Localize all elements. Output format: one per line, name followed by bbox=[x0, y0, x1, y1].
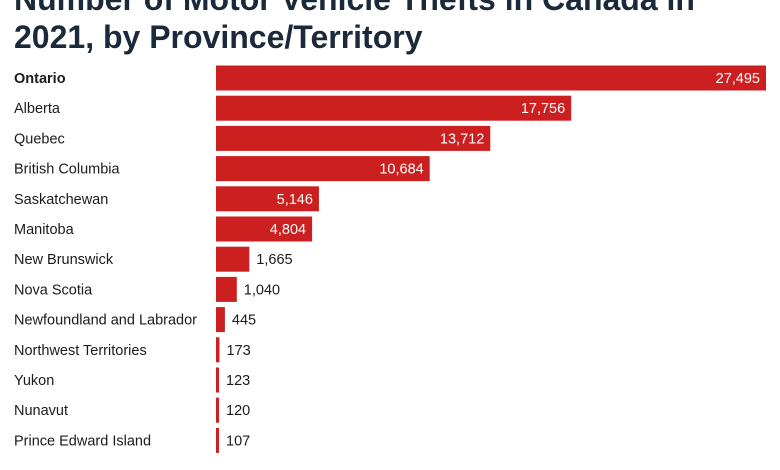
bar-nova-scotia bbox=[216, 276, 237, 302]
bar-prince-edward-island bbox=[216, 427, 219, 453]
category-label-manitoba: Manitoba bbox=[14, 222, 75, 238]
bar-british-columbia bbox=[216, 156, 430, 182]
value-label-northwest-territories: 173 bbox=[226, 343, 250, 359]
category-label-quebec: Quebec bbox=[14, 131, 65, 147]
bar-quebec bbox=[216, 125, 491, 151]
bar-yukon bbox=[216, 367, 219, 393]
category-label-yukon: Yukon bbox=[14, 373, 54, 389]
value-label-saskatchewan: 5,146 bbox=[277, 192, 313, 208]
value-label-nunavut: 120 bbox=[226, 403, 250, 419]
bar-nunavut bbox=[216, 397, 219, 423]
bar-ontario bbox=[216, 65, 766, 91]
chart-title: Number of Motor Vehicle Thefts in Canada… bbox=[14, 0, 695, 55]
bar-northwest-territories bbox=[216, 337, 220, 363]
value-label-manitoba: 4,804 bbox=[270, 222, 306, 238]
bar-saskatchewan bbox=[216, 186, 319, 212]
bar-newfoundland-and-labrador bbox=[216, 307, 225, 333]
category-label-saskatchewan: Saskatchewan bbox=[14, 192, 108, 208]
category-label-nova-scotia: Nova Scotia bbox=[14, 282, 93, 298]
bar-manitoba bbox=[216, 216, 313, 242]
category-label-ontario: Ontario bbox=[14, 71, 66, 87]
category-label-newfoundland-and-labrador: Newfoundland and Labrador bbox=[14, 313, 197, 329]
value-label-alberta: 17,756 bbox=[521, 101, 565, 117]
bar-new-brunswick bbox=[216, 246, 250, 272]
category-label-prince-edward-island: Prince Edward Island bbox=[14, 433, 151, 449]
value-label-newfoundland-and-labrador: 445 bbox=[232, 313, 256, 329]
category-label-alberta: Alberta bbox=[14, 101, 61, 117]
bar-alberta bbox=[216, 95, 572, 121]
value-label-new-brunswick: 1,665 bbox=[256, 252, 292, 268]
value-label-quebec: 13,712 bbox=[440, 131, 484, 147]
value-label-nova-scotia: 1,040 bbox=[244, 282, 280, 298]
value-label-british-columbia: 10,684 bbox=[379, 162, 423, 178]
value-label-ontario: 27,495 bbox=[716, 71, 760, 87]
value-label-prince-edward-island: 107 bbox=[226, 433, 250, 449]
value-label-yukon: 123 bbox=[226, 373, 250, 389]
category-label-new-brunswick: New Brunswick bbox=[14, 252, 114, 268]
category-label-northwest-territories: Northwest Territories bbox=[14, 343, 147, 359]
category-label-nunavut: Nunavut bbox=[14, 403, 68, 419]
category-label-british-columbia: British Columbia bbox=[14, 162, 120, 178]
